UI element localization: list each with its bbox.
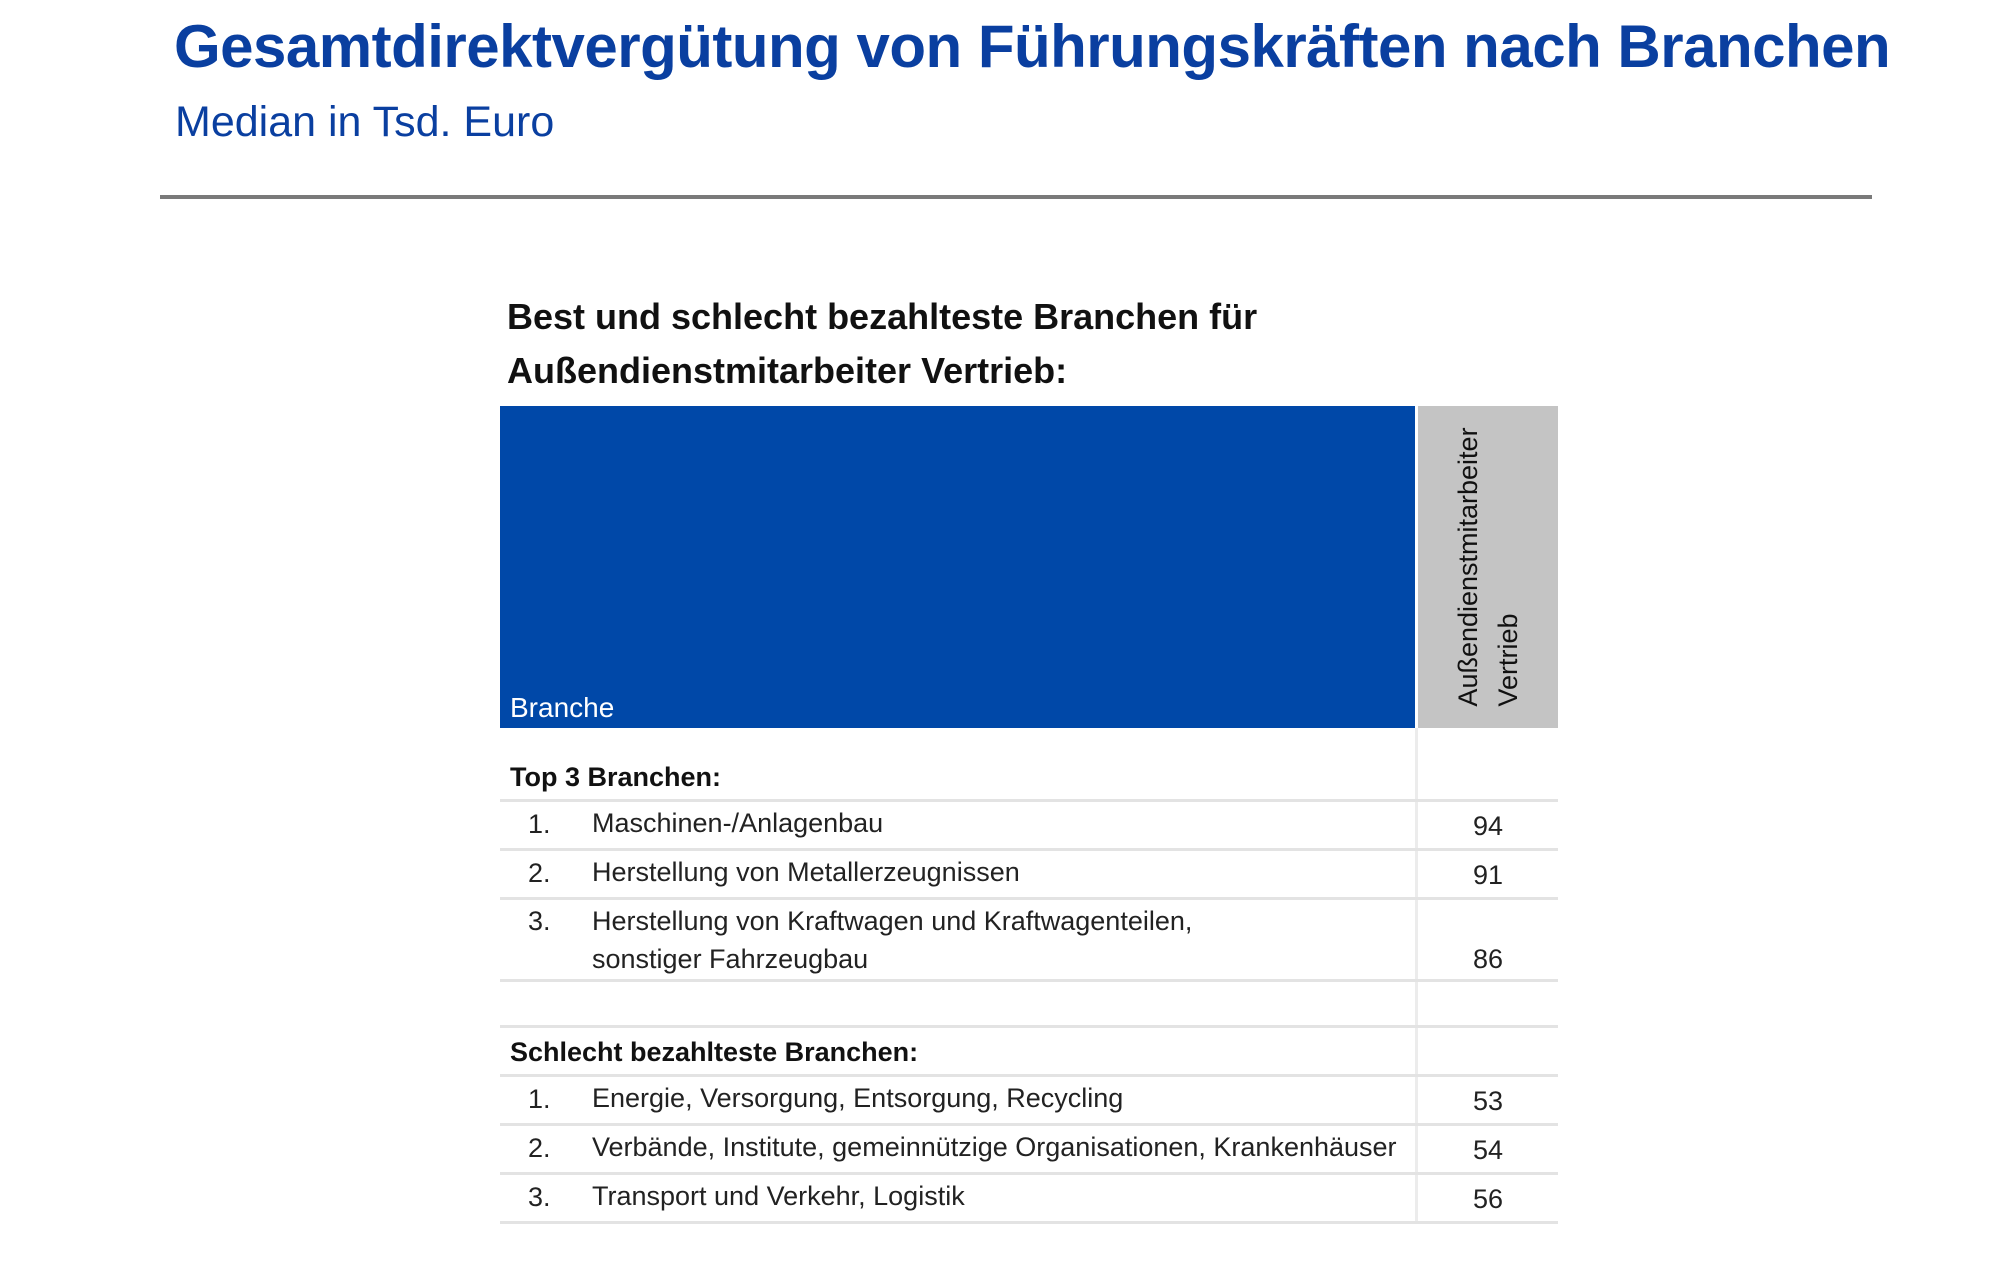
- branche-cell-line1: Herstellung von Kraftwagen und Kraftwage…: [592, 906, 1193, 936]
- table-row: 3. Transport und Verkehr, Logistik 56: [500, 1175, 1558, 1224]
- table-title-line2: Außendienstmitarbeiter Vertrieb:: [507, 350, 1068, 391]
- table-row: 2. Verbände, Institute, gemeinnützige Or…: [500, 1126, 1558, 1175]
- section-label-bottom: Schlecht bezahlteste Branchen:: [510, 1037, 919, 1067]
- column-header-value: Außendienstmitarbeiter Vertrieb: [1418, 406, 1558, 728]
- value-cell: 91: [1472, 860, 1504, 890]
- rank-cell: 3.: [528, 906, 551, 936]
- title-divider: [160, 195, 1872, 199]
- table-title-line1: Best und schlecht bezahlteste Branchen f…: [507, 296, 1258, 337]
- page-subtitle: Median in Tsd. Euro: [175, 98, 555, 146]
- rank-cell: 2.: [528, 858, 551, 888]
- value-cell: 86: [1472, 944, 1504, 974]
- column-header-value-label: Außendienstmitarbeiter Vertrieb: [1448, 427, 1528, 706]
- column-header-branche: Branche: [500, 406, 1415, 728]
- table-row: 2. Herstellung von Metallerzeugnissen 91: [500, 851, 1558, 900]
- branche-cell: Herstellung von Metallerzeugnissen: [592, 857, 1020, 887]
- section-row-top: Top 3 Branchen:: [500, 728, 1558, 802]
- page-title: Gesamtdirektvergütung von Führungskräfte…: [174, 13, 1891, 80]
- column-header-value-line2: Vertrieb: [1493, 613, 1523, 707]
- value-cell: 54: [1472, 1135, 1504, 1165]
- rank-cell: 2.: [528, 1133, 551, 1163]
- spacer-row: [500, 982, 1558, 1028]
- table-body: Top 3 Branchen: 1. Maschinen-/Anlagenbau…: [500, 728, 1558, 1224]
- branche-cell: Herstellung von Kraftwagen und Kraftwage…: [592, 902, 1192, 978]
- rank-cell: 1.: [528, 1084, 551, 1114]
- section-label-top: Top 3 Branchen:: [510, 762, 722, 792]
- value-cell: 53: [1472, 1086, 1504, 1116]
- table-row: 1. Energie, Versorgung, Entsorgung, Recy…: [500, 1077, 1558, 1126]
- branche-cell-line2: sonstiger Fahrzeugbau: [592, 944, 869, 974]
- branche-cell: Maschinen-/Anlagenbau: [592, 808, 884, 838]
- branche-cell: Energie, Versorgung, Entsorgung, Recycli…: [592, 1083, 1124, 1113]
- table-row: 3. Herstellung von Kraftwagen und Kraftw…: [500, 900, 1558, 982]
- column-header-value-line1: Außendienstmitarbeiter: [1453, 427, 1483, 707]
- section-row-bottom: Schlecht bezahlteste Branchen:: [500, 1028, 1558, 1077]
- value-cell: 94: [1472, 811, 1504, 841]
- branche-cell: Verbände, Institute, gemeinnützige Organ…: [592, 1132, 1397, 1162]
- table-row: 1. Maschinen-/Anlagenbau 94: [500, 802, 1558, 851]
- value-cell: 56: [1472, 1184, 1504, 1214]
- rank-cell: 1.: [528, 809, 551, 839]
- table-title: Best und schlecht bezahlteste Branchen f…: [507, 290, 1257, 398]
- column-header-branche-label: Branche: [510, 692, 615, 723]
- branche-cell: Transport und Verkehr, Logistik: [592, 1181, 965, 1211]
- rank-cell: 3.: [528, 1182, 551, 1212]
